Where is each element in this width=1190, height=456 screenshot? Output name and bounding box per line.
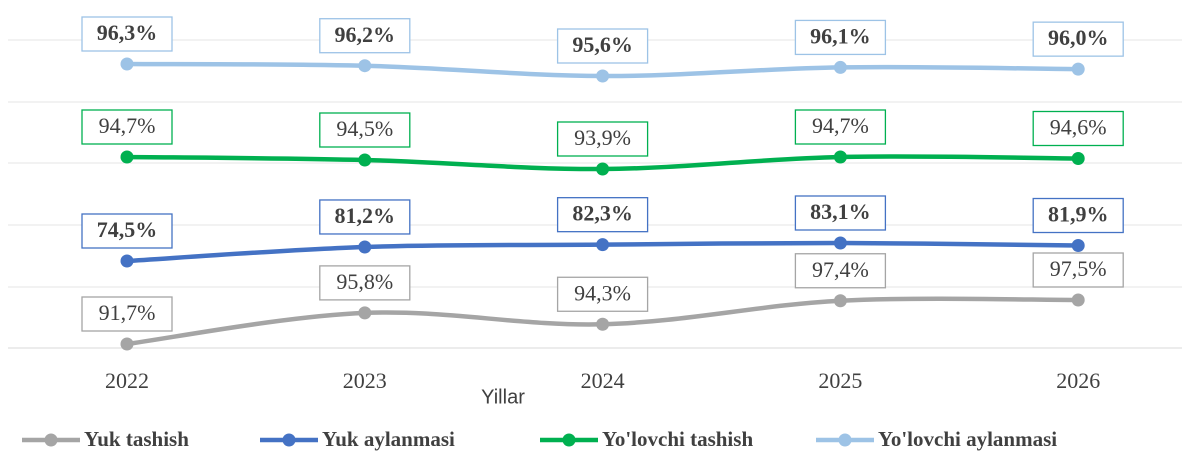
data-label: 95,6% — [572, 32, 633, 57]
legend-marker — [562, 433, 576, 447]
marker — [596, 317, 610, 331]
data-label-box — [1032, 21, 1124, 57]
data-label: 96,0% — [1048, 25, 1109, 50]
data-label-box — [794, 253, 887, 289]
x-tick-label: 2022 — [105, 368, 149, 393]
data-label-box — [1032, 197, 1124, 234]
legend-item: Yo'lovchi tashish — [540, 427, 753, 451]
marker — [833, 60, 847, 74]
data-label: 81,2% — [335, 203, 396, 228]
data-label: 94,6% — [1050, 115, 1107, 140]
marker — [596, 238, 610, 252]
data-label-box — [1032, 252, 1124, 288]
data-label-box — [319, 112, 411, 148]
marker — [358, 240, 372, 254]
series: 96,3% 96,2% 95,6% 96,1% 96,0% — [81, 16, 1124, 83]
legend-marker — [838, 433, 852, 447]
data-label-box — [556, 197, 649, 233]
x-axis-title: Yillar — [481, 386, 525, 408]
data-label-box — [81, 213, 173, 249]
marker — [120, 57, 134, 71]
data-label: 81,9% — [1048, 202, 1109, 227]
data-label-box — [81, 16, 173, 52]
marker — [358, 153, 372, 167]
marker — [120, 254, 134, 268]
marker — [1071, 239, 1085, 253]
data-label-box — [319, 265, 411, 301]
series: 91,7% 95,8% 94,3% 97,4% 97,5% — [81, 252, 1124, 351]
legend-text: Yo'lovchi tashish — [602, 427, 753, 451]
data-label: 83,1% — [810, 199, 871, 224]
data-label: 82,3% — [572, 201, 633, 226]
marker — [1071, 62, 1085, 76]
marker — [596, 162, 610, 176]
series: 94,7% 94,5% 93,9% 94,7% 94,6% — [81, 109, 1124, 176]
marker — [833, 150, 847, 164]
x-tick-label: 2023 — [343, 368, 387, 393]
data-label: 97,5% — [1050, 256, 1107, 281]
data-label: 94,7% — [99, 113, 156, 138]
legend-item: Yuk aylanmasi — [260, 427, 455, 451]
data-label: 93,9% — [574, 125, 631, 150]
data-label: 94,5% — [336, 116, 393, 141]
data-label-box — [556, 121, 649, 157]
x-tick-label: 2026 — [1056, 368, 1100, 393]
marker — [833, 294, 847, 308]
data-label-box — [794, 109, 887, 145]
legend-item: Yo'lovchi aylanmasi — [816, 427, 1057, 451]
data-label-box — [794, 195, 887, 231]
marker — [120, 337, 134, 351]
x-tick-label: 2024 — [581, 368, 625, 393]
legend-text: Yuk aylanmasi — [322, 427, 455, 451]
legend-text: Yuk tashish — [84, 427, 189, 451]
marker — [833, 236, 847, 250]
data-label: 96,2% — [335, 22, 396, 47]
data-label: 96,1% — [810, 23, 871, 48]
data-label: 96,3% — [97, 20, 158, 45]
data-label-box — [319, 199, 411, 235]
data-label-box — [794, 19, 887, 56]
legend-text: Yo'lovchi aylanmasi — [878, 427, 1057, 451]
data-label-box — [81, 296, 173, 332]
marker — [358, 306, 372, 320]
data-label: 94,3% — [574, 280, 631, 305]
marker — [358, 59, 372, 73]
data-label: 94,7% — [812, 113, 869, 138]
marker — [120, 150, 134, 164]
marker — [1071, 293, 1085, 307]
data-label-box — [319, 18, 411, 54]
data-label: 95,8% — [336, 269, 393, 294]
data-label: 74,5% — [97, 217, 158, 242]
marker — [1071, 152, 1085, 165]
series: 74,5% 81,2% 82,3% 83,1% 81,9% — [81, 195, 1124, 268]
legend-item: Yuk tashish — [22, 427, 189, 451]
x-tick-label: 2025 — [818, 368, 862, 393]
data-label-box — [556, 28, 649, 64]
marker — [596, 69, 610, 83]
legend-marker — [282, 433, 296, 447]
data-label: 91,7% — [99, 300, 156, 325]
legend-marker — [44, 433, 58, 447]
data-label-box — [556, 276, 649, 312]
data-label-box — [1032, 110, 1124, 147]
data-label-box — [81, 109, 173, 145]
data-label: 97,4% — [812, 257, 869, 282]
